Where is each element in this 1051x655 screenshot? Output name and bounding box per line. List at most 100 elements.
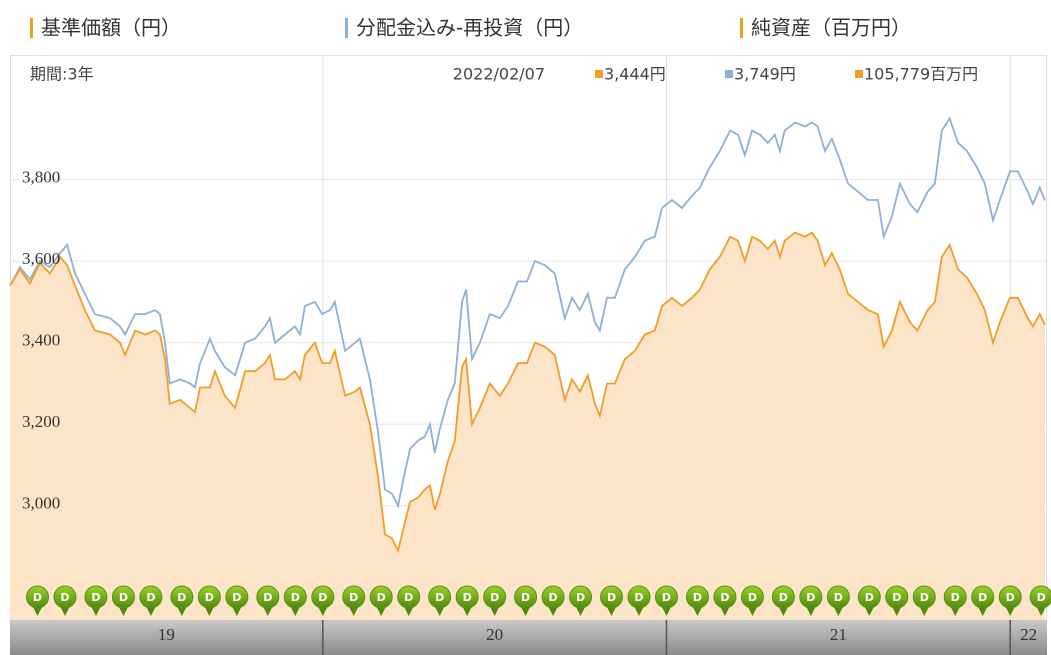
dividend-marker: D — [912, 585, 936, 616]
dividend-badge — [342, 585, 366, 609]
dividend-marker: D — [627, 585, 651, 616]
dividend-badge — [627, 585, 651, 609]
dividend-marker: D — [655, 585, 679, 616]
dividend-badge — [655, 585, 679, 609]
dividend-label: D — [1006, 591, 1015, 604]
dividend-label: D — [662, 591, 671, 604]
dividend-label: D — [865, 591, 874, 604]
dividend-badge — [1029, 585, 1051, 609]
dividend-marker: D — [369, 585, 393, 616]
y-tick-label: 3,800 — [22, 167, 60, 186]
dividend-label: D — [177, 591, 186, 604]
dividend-marker: D — [799, 585, 823, 616]
dividend-label: D — [693, 591, 702, 604]
dividend-badge — [943, 585, 967, 609]
dividend-label: D — [521, 591, 530, 604]
dividend-label: D — [291, 591, 300, 604]
legend-label: 基準価額（円） — [41, 16, 181, 40]
line — [9, 116, 1046, 509]
dividend-marker: D — [541, 585, 565, 616]
dividend-badge — [111, 585, 135, 609]
legend-label: 純資産（百万円） — [751, 16, 911, 40]
dividend-marker: D — [771, 585, 795, 616]
dividend-label: D — [463, 591, 472, 604]
x-tick-label: 20 — [486, 625, 503, 644]
dividend-marker: D — [483, 585, 507, 616]
dividend-label: D — [1037, 591, 1046, 604]
dividend-label: D — [490, 591, 499, 604]
dividend-label: D — [920, 591, 929, 604]
dividend-badge — [857, 585, 881, 609]
dividend-marker: D — [197, 585, 221, 616]
dividend-marker: D — [713, 585, 737, 616]
current-value: 3,444円 — [604, 65, 666, 84]
dividend-label: D — [146, 591, 155, 604]
dividend-marker: D — [428, 585, 452, 616]
area — [10, 232, 1045, 620]
dividend-badge — [685, 585, 709, 609]
x-tick-label: 19 — [158, 625, 175, 644]
dividend-marker: D — [455, 585, 479, 616]
dividend-label: D — [834, 591, 843, 604]
dividend-label: D — [318, 591, 327, 604]
dividend-label: D — [377, 591, 386, 604]
dividend-label: D — [576, 591, 585, 604]
dividend-badge — [912, 585, 936, 609]
dividend-badge — [369, 585, 393, 609]
dividend-label: D — [435, 591, 444, 604]
dividend-label: D — [232, 591, 241, 604]
dividend-marker: D — [25, 585, 49, 616]
dividend-badge — [483, 585, 507, 609]
dividend-badge — [771, 585, 795, 609]
dividend-marker: D — [225, 585, 249, 616]
dividend-label: D — [748, 591, 757, 604]
dividend-marker: D — [53, 585, 77, 616]
dividend-marker: D — [685, 585, 709, 616]
x-tick-label: 22 — [1020, 625, 1037, 644]
current-swatch — [725, 70, 733, 78]
line — [9, 231, 1046, 554]
dividend-label: D — [634, 591, 643, 604]
period-label: 期間:3年 — [30, 65, 94, 84]
dividend-label: D — [951, 591, 960, 604]
dividend-badge — [998, 585, 1022, 609]
current-date: 2022/02/07 — [453, 65, 545, 84]
dividend-label: D — [720, 591, 729, 604]
dividend-marker: D — [998, 585, 1022, 616]
dividend-badge — [971, 585, 995, 609]
dividend-badge — [713, 585, 737, 609]
dividend-label: D — [404, 591, 413, 604]
dividend-label: D — [60, 591, 69, 604]
dividend-label: D — [892, 591, 901, 604]
dividend-marker: D — [84, 585, 108, 616]
dividend-marker: D — [139, 585, 163, 616]
dividend-marker: D — [342, 585, 366, 616]
dividend-marker: D — [600, 585, 624, 616]
dividend-badge — [225, 585, 249, 609]
y-tick-label: 3,200 — [22, 412, 60, 431]
dividend-badge — [885, 585, 909, 609]
dividend-marker: D — [311, 585, 335, 616]
legend-swatch — [30, 18, 33, 38]
dividend-label: D — [91, 591, 100, 604]
legend-swatch — [345, 18, 348, 38]
dividend-badge — [826, 585, 850, 609]
dividend-marker: D — [826, 585, 850, 616]
dividend-badge — [170, 585, 194, 609]
dividend-marker: D — [857, 585, 881, 616]
dividend-label: D — [33, 591, 42, 604]
legend-swatch — [740, 18, 743, 38]
current-value: 3,749円 — [734, 65, 796, 84]
dividend-badge — [197, 585, 221, 609]
dividend-label: D — [205, 591, 214, 604]
current-swatch — [595, 70, 603, 78]
dividend-marker: D — [943, 585, 967, 616]
dividend-marker: D — [170, 585, 194, 616]
dividend-label: D — [607, 591, 616, 604]
dividend-badge — [455, 585, 479, 609]
dividend-badge — [397, 585, 421, 609]
dividend-marker: D — [111, 585, 135, 616]
dividend-badge — [84, 585, 108, 609]
dividend-label: D — [549, 591, 558, 604]
dividend-badge — [799, 585, 823, 609]
